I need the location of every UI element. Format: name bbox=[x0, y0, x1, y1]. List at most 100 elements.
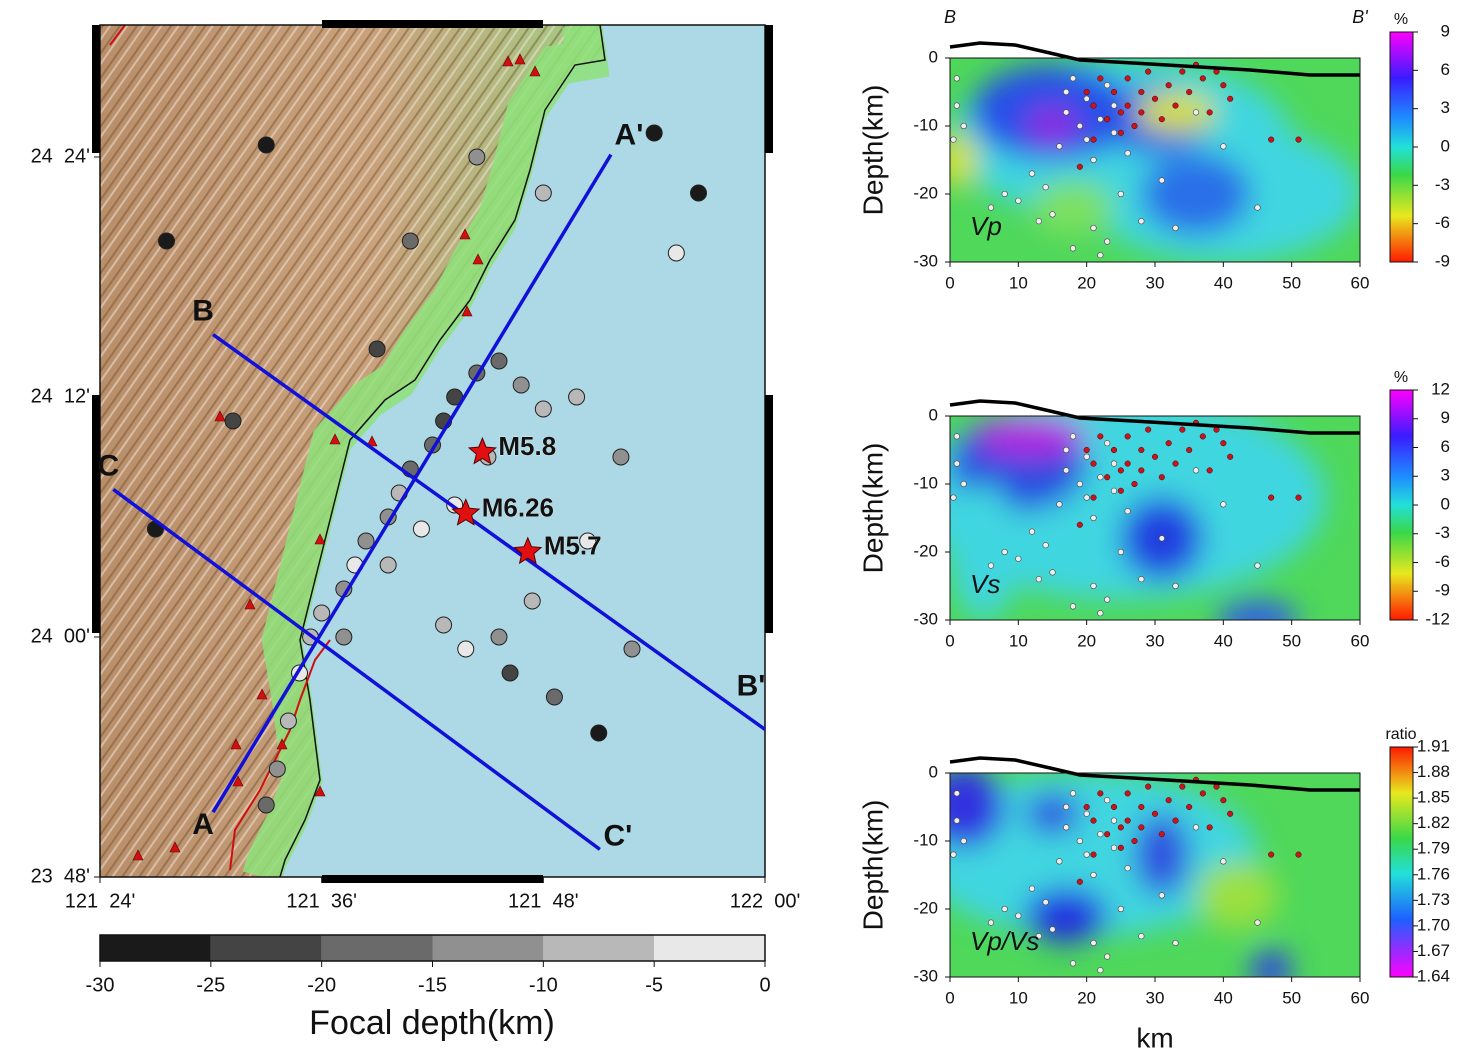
profile-label: A' bbox=[615, 119, 644, 152]
aftershock bbox=[1118, 488, 1124, 494]
y-tick-label: -20 bbox=[913, 898, 938, 917]
colorbar bbox=[1390, 747, 1413, 977]
hypocenter bbox=[1111, 130, 1117, 136]
hypocenter bbox=[1104, 597, 1110, 603]
hypocenter bbox=[1118, 549, 1124, 555]
colorbar-tick-label: -3 bbox=[1435, 175, 1450, 194]
hypocenter bbox=[1070, 76, 1076, 82]
colorbar-tick-label: 1.88 bbox=[1417, 762, 1450, 781]
hypocenter bbox=[1125, 150, 1131, 156]
aftershock bbox=[1077, 522, 1083, 528]
x-tick-label: 30 bbox=[1146, 631, 1165, 650]
aftershock bbox=[1139, 447, 1145, 453]
colorbar bbox=[1390, 390, 1413, 620]
hypocenter bbox=[1043, 899, 1049, 905]
aftershock bbox=[1125, 791, 1131, 797]
hypocenter bbox=[1002, 549, 1008, 555]
x-tick-label: 50 bbox=[1282, 631, 1301, 650]
hypocenter bbox=[1139, 218, 1145, 224]
earthquake bbox=[225, 413, 241, 429]
earthquake bbox=[535, 401, 551, 417]
colorbar-block bbox=[322, 935, 433, 961]
hypocenter bbox=[1077, 838, 1083, 844]
hypocenter bbox=[1104, 82, 1110, 88]
aftershock bbox=[1227, 96, 1233, 102]
hypocenter bbox=[1091, 583, 1097, 589]
y-tick-label: 0 bbox=[929, 405, 938, 424]
aftershock bbox=[1139, 804, 1145, 810]
colorbar-unit: ratio bbox=[1385, 726, 1416, 743]
aftershock bbox=[1296, 137, 1302, 143]
y-tick-label: 24 00' bbox=[31, 625, 90, 647]
hypocenter bbox=[1118, 906, 1124, 912]
aftershock bbox=[1077, 879, 1083, 885]
colorbar-block bbox=[100, 935, 211, 961]
aftershock bbox=[1139, 110, 1145, 116]
field-blob bbox=[950, 484, 1018, 620]
earthquake bbox=[258, 797, 274, 813]
hypocenter bbox=[1221, 502, 1227, 508]
hypocenter bbox=[961, 838, 967, 844]
hypocenter bbox=[1016, 913, 1022, 919]
aftershock bbox=[1091, 103, 1097, 109]
colorbar-tick-label: 1.79 bbox=[1417, 839, 1450, 858]
aftershock bbox=[1200, 76, 1206, 82]
figure: Focal depth(km) km 121 24'121 36'121 48'… bbox=[0, 0, 1473, 1055]
aftershock bbox=[1091, 461, 1097, 467]
x-tick-label: 40 bbox=[1214, 631, 1233, 650]
aftershock bbox=[1104, 116, 1110, 122]
aftershock bbox=[1200, 791, 1206, 797]
colorbar-tick-label: 0 bbox=[1441, 136, 1450, 155]
hypocenter bbox=[1111, 818, 1117, 824]
hypocenter bbox=[1255, 205, 1261, 211]
aftershock bbox=[1159, 474, 1165, 480]
aftershock bbox=[1125, 434, 1131, 440]
frame-bar bbox=[92, 395, 100, 633]
hypocenter bbox=[1084, 96, 1090, 102]
colorbar-tick-label: 3 bbox=[1441, 466, 1450, 485]
hypocenter bbox=[1070, 604, 1076, 610]
aftershock bbox=[1207, 110, 1213, 116]
hypocenter bbox=[1063, 468, 1069, 474]
x-tick-label: 20 bbox=[1077, 988, 1096, 1007]
x-tick-label: 121 48' bbox=[508, 890, 579, 912]
field-blob bbox=[1025, 793, 1080, 834]
x-tick-label: 20 bbox=[1077, 631, 1096, 650]
hypocenter bbox=[951, 137, 957, 143]
aftershock bbox=[1091, 818, 1097, 824]
earthquake bbox=[413, 521, 429, 537]
aftershock bbox=[1207, 825, 1213, 831]
hypocenter bbox=[1070, 791, 1076, 797]
y-tick-label: 24 12' bbox=[31, 385, 90, 407]
hypocenter bbox=[1104, 954, 1110, 960]
x-tick-label: 122 00' bbox=[730, 890, 801, 912]
aftershock bbox=[1221, 797, 1227, 803]
aftershock bbox=[1268, 852, 1274, 858]
aftershock bbox=[1111, 89, 1117, 95]
aftershock bbox=[1139, 89, 1145, 95]
aftershock bbox=[1098, 791, 1104, 797]
aftershock bbox=[1084, 447, 1090, 453]
hypocenter bbox=[1070, 961, 1076, 967]
colorbar-tick-label: 12 bbox=[1431, 379, 1450, 398]
hypocenter bbox=[1016, 198, 1022, 204]
x-tick-label: 121 36' bbox=[286, 890, 357, 912]
hypocenter bbox=[1104, 797, 1110, 803]
profile-label: B bbox=[192, 295, 214, 328]
aftershock bbox=[1132, 838, 1138, 844]
hypocenter bbox=[1057, 144, 1063, 150]
hypocenter bbox=[954, 461, 960, 467]
aftershock bbox=[1125, 103, 1131, 109]
aftershock bbox=[1118, 845, 1124, 851]
hypocenter bbox=[954, 434, 960, 440]
earthquake bbox=[613, 449, 629, 465]
hypocenter bbox=[1193, 825, 1199, 831]
x-tick-label: 50 bbox=[1282, 273, 1301, 292]
x-tick-label: 20 bbox=[1077, 273, 1096, 292]
hypocenter bbox=[1139, 576, 1145, 582]
hypocenter bbox=[1255, 920, 1261, 926]
field-blob bbox=[1251, 950, 1292, 991]
mainshock-label: M6.26 bbox=[482, 492, 554, 522]
x-tick-label: 60 bbox=[1351, 273, 1370, 292]
aftershock bbox=[1098, 434, 1104, 440]
